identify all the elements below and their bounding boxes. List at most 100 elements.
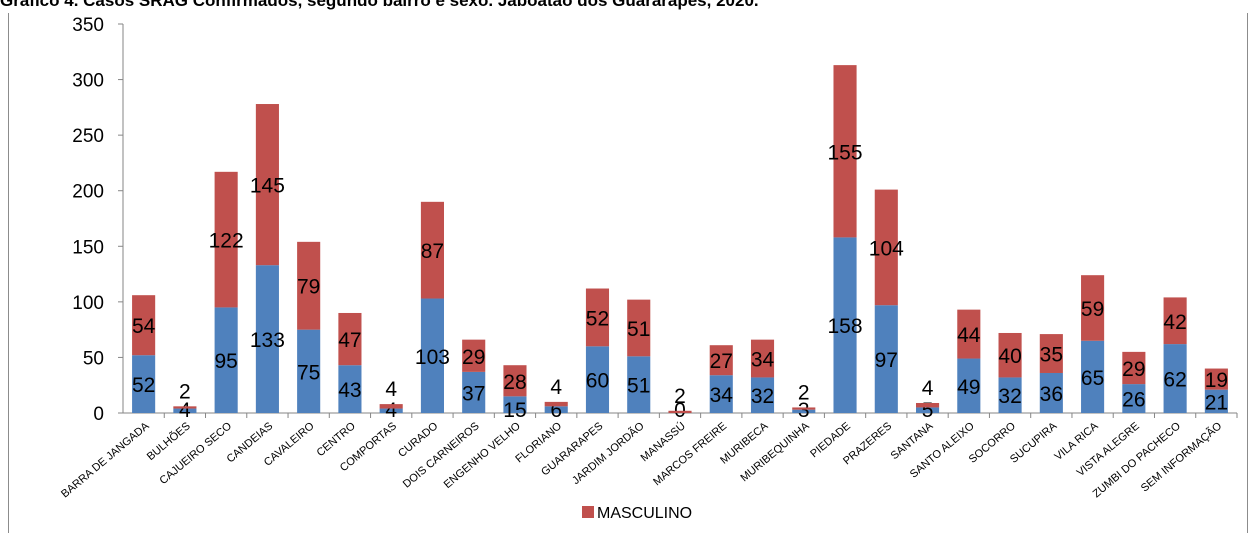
bar-segment [957, 358, 981, 413]
bar-segment [998, 332, 1022, 378]
data-label: 79 [297, 276, 320, 299]
bar-segment [132, 295, 156, 356]
x-category-label: JARDIM JORDÃO [569, 419, 647, 487]
data-label: 51 [627, 375, 650, 398]
bar-segment [627, 356, 651, 413]
chart-title: Gráfico 4. Casos SRAG Confirmados, segun… [0, 0, 759, 10]
data-label: 42 [1163, 311, 1186, 334]
data-label: 52 [132, 374, 155, 397]
bar-segment [957, 309, 981, 359]
bar-segment [1081, 275, 1105, 341]
data-label: 19 [1205, 369, 1228, 392]
y-tick-label: 150 [72, 237, 104, 258]
data-label: 133 [250, 329, 285, 352]
bar-segment [297, 329, 321, 413]
bar-segment [544, 406, 568, 413]
y-tick-label: 100 [72, 293, 104, 314]
bar-segment [544, 401, 568, 407]
data-label: 54 [132, 315, 156, 338]
data-label: 62 [1163, 369, 1186, 392]
y-tick-label: 200 [72, 182, 104, 203]
data-label: 3 [798, 399, 810, 422]
data-label: 4 [922, 377, 934, 400]
y-tick-label: 50 [83, 348, 104, 369]
x-category-label: MARCOS FREIRE [651, 420, 729, 488]
chart-frame-left [8, 13, 9, 533]
bar-segment [462, 371, 486, 413]
data-label: 104 [869, 237, 904, 260]
bar-segment [874, 189, 898, 306]
chart-frame-right [1247, 13, 1248, 533]
x-category-label: BARRA DE JANGADA [59, 420, 152, 501]
data-label: 2 [798, 381, 810, 404]
data-label: 4 [550, 376, 562, 399]
y-tick-label: 300 [72, 71, 104, 92]
data-label: 37 [462, 382, 485, 405]
data-label: 44 [957, 324, 981, 347]
bar-segment [420, 201, 444, 299]
data-label: 75 [297, 361, 320, 384]
data-label: 21 [1205, 391, 1228, 414]
bar-segment [998, 377, 1022, 413]
bar-segment [833, 237, 857, 413]
bar-segment [214, 171, 238, 308]
x-category-label: DOIS CARNEIROS [401, 420, 482, 490]
data-label: 97 [875, 349, 898, 372]
data-label: 52 [586, 307, 609, 330]
bar-segment [709, 345, 733, 376]
bar-segment [709, 375, 733, 413]
bar-segment [1163, 297, 1187, 345]
bar-segment [338, 365, 362, 413]
bar-segment [1122, 351, 1146, 385]
data-label: 27 [710, 350, 733, 373]
bar-segment [1039, 334, 1063, 373]
bar-segment [833, 65, 857, 238]
data-label: 34 [751, 349, 775, 372]
bar-segment [627, 299, 651, 357]
x-category-label: CAJUEIRO SECO [158, 420, 235, 487]
data-label: 36 [1040, 383, 1063, 406]
data-label: 29 [462, 346, 485, 369]
y-tick-label: 350 [72, 15, 104, 36]
legend-label: MASCULINO [597, 505, 692, 522]
y-tick-label: 250 [72, 126, 104, 147]
data-label: 47 [338, 329, 361, 352]
data-label: 87 [421, 240, 444, 263]
data-label: 65 [1081, 367, 1104, 390]
bar-segment [297, 241, 321, 330]
data-label: 32 [998, 385, 1021, 408]
bar-segment [255, 265, 279, 413]
bar-segment [792, 407, 816, 410]
bar-segment [585, 346, 610, 413]
data-label: 51 [627, 318, 650, 341]
bar-segment [1163, 344, 1187, 413]
x-category-label: SUCUPIRA [1008, 420, 1060, 466]
data-label: 15 [503, 399, 526, 422]
data-label: 43 [338, 379, 361, 402]
bar-segment [214, 307, 238, 413]
data-label: 5 [922, 399, 934, 422]
x-category-label: MURIBEQUINHA [738, 420, 812, 485]
data-label: 155 [828, 141, 863, 164]
data-label: 158 [828, 315, 863, 338]
data-label: 28 [503, 371, 526, 394]
data-label: 35 [1040, 344, 1063, 367]
data-label: 6 [550, 399, 562, 422]
data-label: 2 [674, 385, 686, 408]
bar-segment [874, 305, 898, 413]
data-label: 29 [1122, 358, 1145, 381]
bar-segment [462, 339, 486, 372]
bar-segment [503, 365, 527, 397]
legend-swatch [582, 506, 594, 518]
data-label: 32 [751, 385, 774, 408]
bar-segment [173, 406, 197, 409]
data-label: 34 [710, 384, 734, 407]
data-label: 0 [674, 399, 686, 422]
bar-segment [750, 377, 775, 413]
bar-segment [173, 408, 197, 413]
bar-segment [379, 408, 403, 413]
bar-segment [750, 339, 775, 378]
bar-segment [916, 407, 940, 413]
bar-segment [1204, 389, 1228, 413]
